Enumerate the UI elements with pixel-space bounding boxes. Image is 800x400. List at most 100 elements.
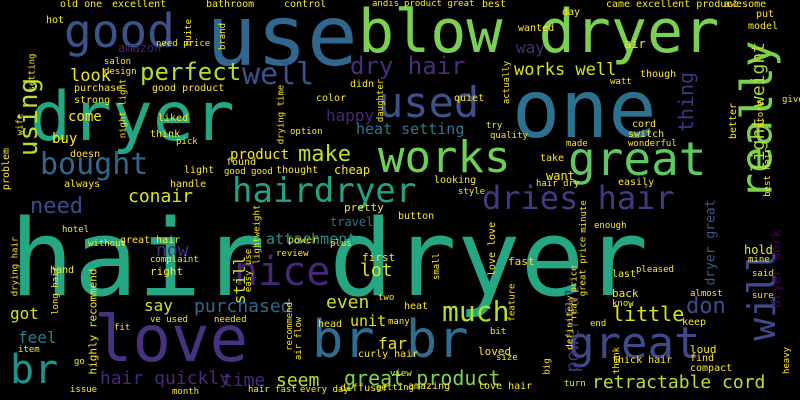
- word: best hair: [762, 148, 773, 197]
- word: don: [686, 294, 726, 319]
- word: old one: [60, 0, 103, 10]
- word: watt: [610, 77, 632, 87]
- word: one: [512, 63, 657, 156]
- word: say: [144, 296, 173, 315]
- word: heavy: [782, 346, 793, 375]
- word: bathroom: [206, 0, 255, 10]
- word: handle: [170, 179, 207, 190]
- word: made: [566, 139, 588, 149]
- word: night light: [118, 78, 129, 139]
- word: almost: [690, 289, 723, 299]
- word: end: [590, 319, 607, 329]
- word: diffuser: [340, 383, 389, 394]
- word: drying hair: [10, 236, 21, 297]
- word: even: [326, 292, 370, 313]
- word: heat setting: [356, 120, 465, 138]
- word: better: [728, 102, 740, 140]
- word: thank: [612, 346, 623, 375]
- word: said: [752, 269, 774, 279]
- word: strong: [74, 95, 111, 106]
- word: happy: [326, 106, 375, 125]
- word: head: [318, 319, 343, 330]
- word: product: [230, 147, 290, 163]
- word: getting: [376, 383, 414, 393]
- word: hand: [50, 265, 75, 276]
- word: pretty: [344, 201, 384, 214]
- word: now: [156, 240, 189, 261]
- word: wanted: [518, 23, 555, 34]
- word: two: [378, 293, 395, 303]
- word: long hair: [50, 266, 61, 315]
- word: size: [496, 353, 518, 363]
- word: mine: [748, 255, 770, 265]
- word: much: [442, 295, 510, 328]
- word: best: [482, 0, 507, 10]
- word: came: [606, 0, 631, 10]
- word: plus: [330, 239, 352, 249]
- word: way: [516, 38, 545, 57]
- word: hold: [744, 243, 773, 257]
- word: need: [30, 194, 83, 219]
- word: minute: [578, 200, 589, 233]
- word: great price: [578, 236, 589, 297]
- word: br br: [312, 310, 469, 370]
- word: lot: [360, 260, 393, 281]
- word: excellent product: [636, 0, 739, 10]
- word: store: [756, 100, 767, 129]
- word: time: [222, 370, 266, 391]
- word: hair dry: [536, 179, 580, 189]
- word: go: [74, 357, 85, 367]
- word: without: [88, 239, 126, 249]
- word: loved: [478, 345, 512, 358]
- word: hairdryer: [232, 171, 417, 211]
- word: month: [172, 387, 200, 397]
- word: wonderful: [628, 139, 677, 149]
- word: make: [298, 142, 351, 167]
- word: dryer: [30, 78, 235, 157]
- word: awesome: [724, 0, 767, 10]
- word: model: [748, 21, 779, 32]
- word: air flow: [294, 316, 305, 361]
- word: lightweight: [252, 204, 263, 265]
- word: great: [568, 318, 701, 369]
- word: fast: [508, 255, 535, 268]
- word: hair dryer: [10, 197, 649, 320]
- word: seem: [276, 370, 320, 391]
- word: far: [378, 334, 407, 353]
- word: excellent: [112, 0, 167, 10]
- word: conair: [128, 186, 194, 207]
- word: back: [612, 287, 639, 300]
- word: feature: [507, 283, 518, 322]
- word: loud: [690, 343, 717, 356]
- word: hair fast: [248, 385, 297, 395]
- word: hair quickly: [100, 368, 231, 389]
- word: drying time: [276, 84, 287, 145]
- word: take: [540, 153, 565, 164]
- word: good good: [224, 167, 273, 177]
- word: style: [458, 187, 486, 197]
- word: look: [70, 66, 111, 86]
- word: view: [390, 369, 412, 379]
- word: enough: [594, 221, 627, 231]
- word: dryer great: [703, 199, 719, 286]
- word: blow dryer: [358, 0, 720, 67]
- word: unit: [350, 312, 387, 330]
- word: control: [284, 0, 327, 10]
- word: salon: [104, 57, 132, 67]
- word: keep: [682, 317, 707, 328]
- word: thing: [674, 71, 699, 133]
- word: give: [782, 95, 800, 105]
- word: thick hair: [612, 355, 673, 366]
- word: good: [64, 4, 175, 58]
- word: purchased: [194, 296, 292, 317]
- word: well: [242, 57, 315, 92]
- word: product great: [404, 0, 475, 9]
- word: light: [184, 165, 215, 176]
- word: power: [288, 235, 319, 246]
- word: actually: [502, 60, 513, 105]
- word: liked: [158, 113, 189, 124]
- word: quiet: [454, 93, 485, 104]
- word: purchase: [74, 83, 123, 94]
- word: attachment: [266, 230, 357, 248]
